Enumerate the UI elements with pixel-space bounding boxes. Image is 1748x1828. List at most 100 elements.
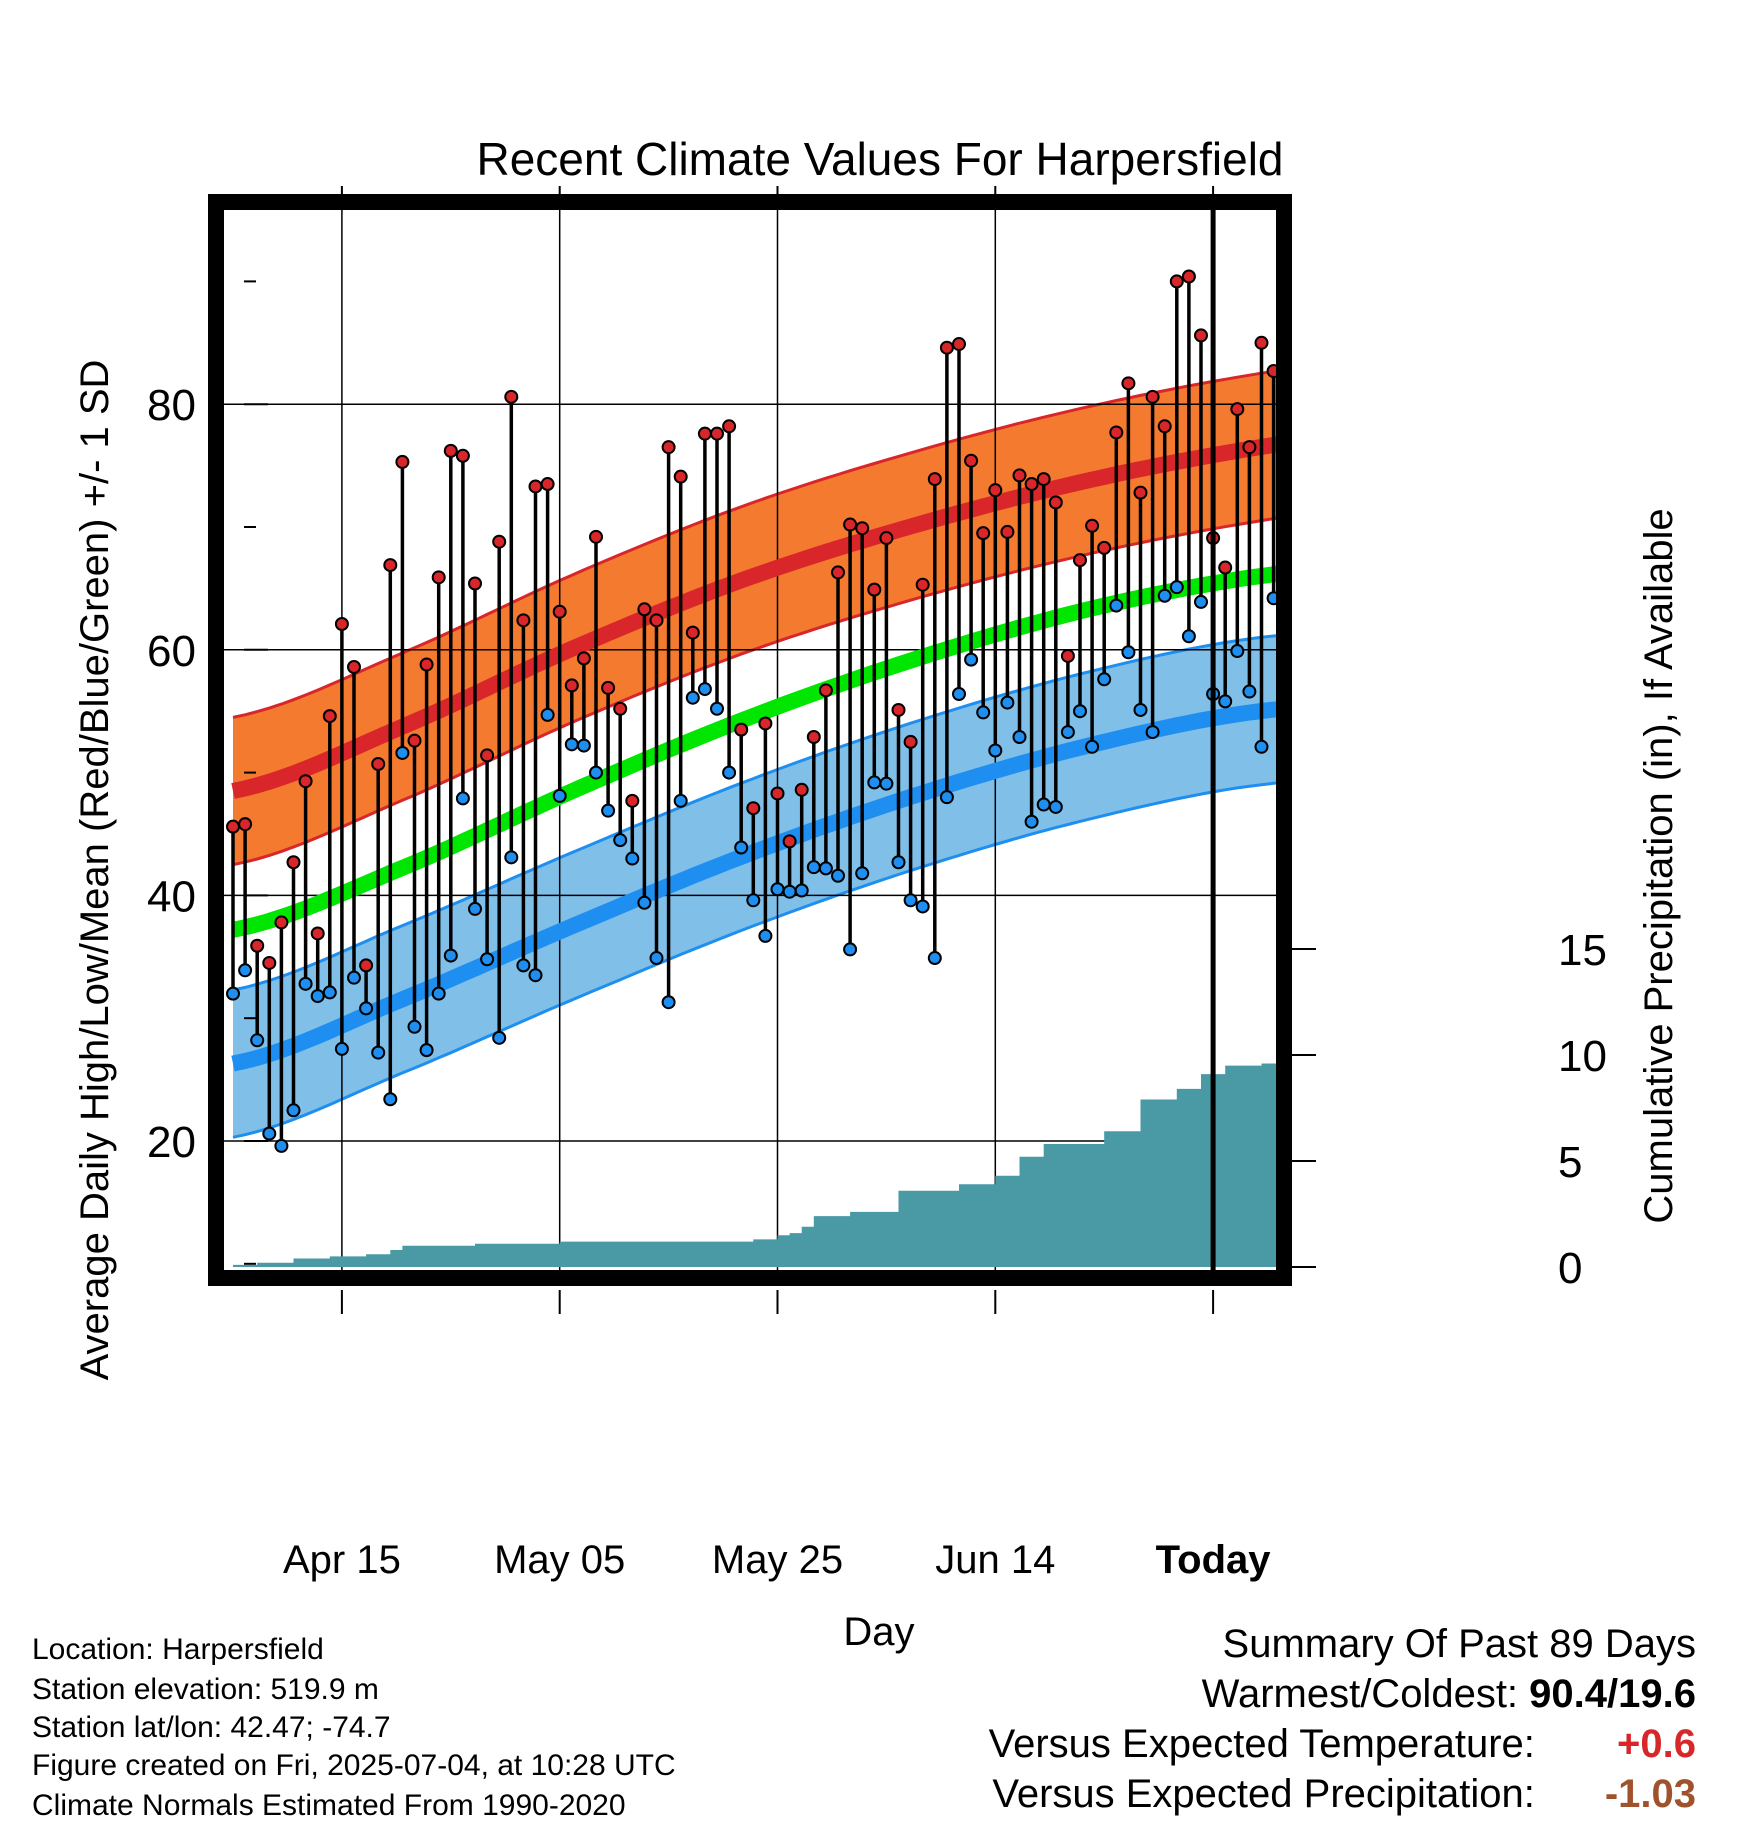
daily-low-point: [274, 1138, 289, 1153]
precip-value: -1.03: [1604, 1772, 1696, 1816]
daily-high-point: [734, 722, 749, 737]
daily-high-point: [419, 657, 434, 672]
daily-low-point: [1254, 739, 1269, 754]
daily-low-point: [915, 899, 930, 914]
warmest-value: 90.4/19.6: [1529, 1672, 1696, 1716]
daily-high-point: [298, 774, 313, 789]
daily-low-point: [419, 1043, 434, 1058]
daily-low-point: [310, 989, 325, 1004]
daily-high-point: [589, 529, 603, 544]
daily-low-point: [250, 1033, 265, 1048]
daily-high-point: [226, 819, 240, 834]
daily-high-point: [564, 678, 579, 693]
daily-low-point: [855, 866, 870, 881]
daily-high-point: [468, 576, 482, 591]
daily-high-point: [1097, 540, 1112, 555]
daily-low-point: [1266, 591, 1276, 606]
daily-high-point: [310, 926, 325, 941]
temp-value: +0.6: [1617, 1722, 1696, 1766]
daily-high-point: [238, 817, 253, 832]
daily-low-point: [480, 952, 495, 967]
daily-high-point: [794, 782, 809, 797]
daily-low-point: [1242, 684, 1257, 699]
daily-low-point: [492, 1030, 507, 1045]
daily-low-point: [1060, 725, 1075, 740]
temp-label: Versus Expected Temperature:: [988, 1722, 1535, 1766]
summary-precip: Versus Expected Precipitation: -1.03: [992, 1772, 1696, 1817]
daily-low-point: [722, 765, 737, 780]
summary-temp: Versus Expected Temperature: +0.6: [989, 1722, 1696, 1767]
daily-high-point: [988, 483, 1003, 498]
daily-low-point: [903, 893, 918, 908]
daily-high-point: [322, 709, 337, 724]
x-tick-label: Jun 14: [935, 1538, 1055, 1582]
daily-high-point: [262, 955, 277, 970]
y-axis-title: Average Daily High/Low/Mean (Red/Blue/Gr…: [73, 360, 117, 1381]
daily-low-point: [1085, 739, 1100, 754]
daily-low-point: [359, 1001, 374, 1016]
daily-high-point: [637, 602, 652, 617]
daily-high-point: [528, 479, 543, 494]
y2-tick-label: 5: [1558, 1138, 1582, 1187]
daily-high-point: [334, 617, 349, 632]
daily-high-point: [480, 748, 495, 763]
plot-frame: [208, 194, 1292, 1286]
daily-high-point: [818, 683, 833, 698]
daily-high-point: [697, 426, 712, 441]
daily-low-point: [964, 652, 979, 667]
daily-low-point: [238, 963, 253, 978]
daily-low-point: [794, 883, 809, 898]
daily-high-point: [710, 426, 724, 441]
daily-high-point: [576, 651, 591, 666]
x-tick-label: May 05: [494, 1538, 625, 1582]
daily-low-point: [552, 788, 567, 803]
daily-high-point: [1242, 440, 1257, 455]
daily-low-point: [806, 860, 821, 875]
elevation-text: Station elevation: 519.9 m: [32, 1673, 379, 1706]
daily-low-point: [564, 737, 579, 752]
daily-low-point: [1133, 702, 1148, 717]
daily-high-point: [1121, 376, 1136, 391]
daily-low-point: [1157, 588, 1172, 603]
daily-low-point: [347, 970, 361, 985]
daily-low-point: [1024, 814, 1039, 829]
daily-high-point: [347, 659, 361, 674]
daily-low-point: [1012, 729, 1027, 744]
y2-axis-title: Cumulative Precipitation (in), If Availa…: [1637, 508, 1681, 1223]
location-text: Location: Harpersfield: [32, 1633, 324, 1666]
daily-low-point: [831, 868, 845, 883]
daily-low-point: [286, 1103, 301, 1118]
daily-low-point: [322, 985, 337, 1000]
normal-low-band-lower-edge: [232, 781, 1276, 1139]
daily-low-point: [770, 882, 785, 897]
daily-low-point: [1181, 629, 1196, 644]
daily-high-point: [843, 517, 858, 532]
daily-low-point: [226, 986, 240, 1001]
daily-low-point: [443, 948, 458, 963]
daily-high-point: [1266, 364, 1276, 379]
daily-high-point: [1194, 328, 1208, 343]
daily-high-point: [395, 454, 410, 469]
summary-warmest: Warmest/Coldest: 90.4/19.6: [1202, 1672, 1696, 1717]
daily-low-point: [383, 1092, 398, 1107]
daily-high-point: [1230, 402, 1245, 417]
daily-high-point: [1169, 274, 1184, 289]
daily-high-point: [443, 443, 458, 458]
normal-high-band-upper-edge: [232, 369, 1276, 719]
normal-high-line: [231, 436, 1276, 799]
y2-tick-label: 15: [1558, 926, 1607, 975]
daily-high-point: [431, 570, 446, 585]
daily-high-point: [903, 734, 918, 749]
daily-low-point: [649, 951, 664, 966]
daily-low-point: [468, 901, 482, 916]
daily-low-point: [637, 895, 652, 910]
daily-high-point: [879, 531, 894, 546]
daily-high-point: [1048, 495, 1063, 510]
daily-low-point: [1000, 695, 1015, 710]
warmest-label: Warmest/Coldest:: [1201, 1672, 1519, 1716]
daily-high-point: [976, 526, 991, 541]
daily-high-point: [1133, 485, 1148, 500]
precipitation-area: [233, 1063, 1276, 1267]
